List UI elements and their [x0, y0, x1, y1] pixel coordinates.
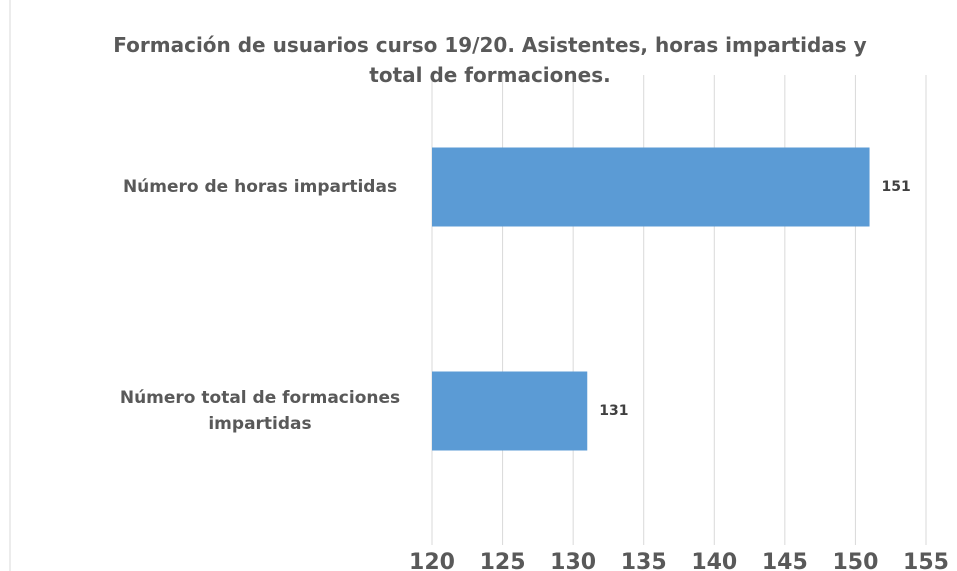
- x-tick-label: 135: [621, 550, 667, 571]
- x-tick-label: 145: [762, 550, 808, 571]
- x-tick-label: 140: [691, 550, 737, 571]
- y-tick-label: Número total de formaciones impartidas: [119, 388, 401, 434]
- x-tick-label: 155: [903, 550, 949, 571]
- chart-title: Formación de usuarios curso 19/20. Asist…: [113, 33, 867, 87]
- data-label: 131: [599, 403, 628, 419]
- data-label: 151: [882, 179, 911, 195]
- y-tick-label: Número de horas impartidas: [122, 177, 398, 197]
- bar: [432, 147, 870, 227]
- bar: [432, 371, 588, 451]
- x-tick-label: 150: [832, 550, 878, 571]
- x-tick-label: 130: [550, 550, 596, 571]
- x-tick-label: 125: [480, 550, 526, 571]
- x-tick-label: 120: [409, 550, 455, 571]
